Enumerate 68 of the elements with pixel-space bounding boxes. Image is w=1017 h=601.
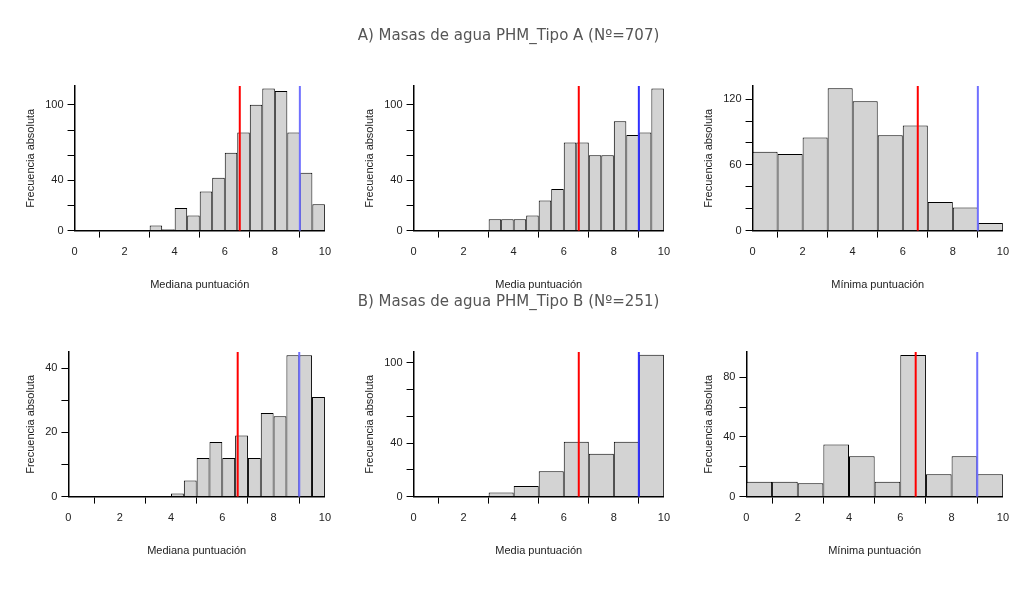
x-tick-label: 4 bbox=[510, 245, 517, 258]
x-tick-label: 6 bbox=[221, 245, 228, 258]
x-axis-title: Media puntuación bbox=[495, 544, 583, 557]
x-tick-label: 8 bbox=[610, 245, 617, 258]
x-tick-label: 2 bbox=[460, 245, 467, 258]
x-axis-title: Mínima puntuación bbox=[831, 278, 925, 291]
y-axis-title: Frecuencia absoluta bbox=[701, 373, 714, 474]
x-axis-title: Mínima puntuación bbox=[828, 544, 922, 557]
x-tick-label: 2 bbox=[121, 245, 128, 258]
x-tick-label: 8 bbox=[271, 245, 278, 258]
y-tick-label: 0 bbox=[396, 489, 403, 502]
y-axis-title: Frecuencia absoluta bbox=[362, 107, 375, 208]
x-tick-label: 0 bbox=[71, 245, 78, 258]
chart-title: A) Masas de agua PHM_Tipo A (Nº=707) bbox=[356, 26, 661, 44]
x-tick-label: 0 bbox=[743, 511, 750, 524]
y-tick-label: 0 bbox=[735, 223, 742, 236]
x-tick-label: 6 bbox=[560, 245, 567, 258]
y-axis-title: Frecuencia absoluta bbox=[701, 107, 714, 208]
x-axis-title: Mediana puntuación bbox=[150, 278, 250, 291]
y-tick-label: 20 bbox=[45, 425, 58, 438]
y-axis-title: Frecuencia absoluta bbox=[362, 373, 375, 474]
x-tick-label: 10 bbox=[996, 245, 1010, 258]
x-tick-label: 10 bbox=[657, 511, 671, 524]
y-tick-label: 40 bbox=[390, 173, 403, 186]
x-tick-label: 4 bbox=[171, 245, 178, 258]
x-tick-label: 6 bbox=[897, 511, 904, 524]
x-tick-label: 4 bbox=[510, 511, 517, 524]
x-tick-label: 0 bbox=[410, 511, 417, 524]
y-tick-label: 80 bbox=[723, 370, 736, 383]
x-tick-label: 2 bbox=[799, 245, 806, 258]
x-axis-title: Mediana puntuación bbox=[147, 544, 247, 557]
y-tick-label: 100 bbox=[384, 355, 403, 368]
x-tick-label: 10 bbox=[657, 245, 671, 258]
y-tick-label: 0 bbox=[396, 223, 403, 236]
y-tick-label: 100 bbox=[384, 97, 403, 110]
x-axis-title: Media puntuación bbox=[495, 278, 583, 291]
y-tick-label: 0 bbox=[57, 223, 64, 236]
x-tick-label: 10 bbox=[996, 511, 1010, 524]
chart-title: B) Masas de agua PHM_Tipo B (Nº=251) bbox=[356, 292, 661, 310]
x-tick-label: 2 bbox=[794, 511, 801, 524]
y-tick-label: 0 bbox=[51, 489, 58, 502]
y-tick-label: 40 bbox=[723, 430, 736, 442]
x-tick-label: 2 bbox=[460, 511, 467, 524]
x-tick-label: 2 bbox=[116, 511, 123, 524]
x-tick-label: 6 bbox=[899, 245, 906, 258]
x-tick-label: 4 bbox=[845, 511, 853, 524]
x-tick-label: 6 bbox=[219, 511, 226, 524]
x-tick-label: 6 bbox=[560, 511, 567, 524]
x-tick-label: 8 bbox=[949, 245, 956, 258]
y-axis-title: Frecuencia absoluta bbox=[23, 373, 36, 474]
x-tick-label: 8 bbox=[270, 511, 277, 524]
y-axis-title: Frecuencia absoluta bbox=[23, 107, 36, 208]
x-tick-label: 10 bbox=[318, 245, 332, 258]
x-tick-label: 8 bbox=[948, 511, 955, 524]
x-tick-label: 10 bbox=[318, 511, 332, 524]
y-tick-label: 0 bbox=[729, 489, 736, 502]
x-tick-label: 0 bbox=[410, 245, 417, 258]
y-tick-label: 40 bbox=[390, 436, 403, 449]
y-tick-label: 40 bbox=[45, 361, 58, 374]
x-tick-label: 4 bbox=[849, 245, 856, 258]
y-tick-label: 60 bbox=[729, 157, 742, 170]
x-tick-label: 0 bbox=[65, 511, 72, 524]
x-tick-label: 4 bbox=[167, 511, 175, 524]
x-tick-label: 0 bbox=[749, 245, 756, 258]
x-tick-label: 8 bbox=[610, 511, 617, 524]
y-tick-label: 40 bbox=[51, 173, 64, 186]
y-tick-label: 120 bbox=[723, 92, 742, 105]
y-tick-label: 100 bbox=[45, 97, 64, 110]
